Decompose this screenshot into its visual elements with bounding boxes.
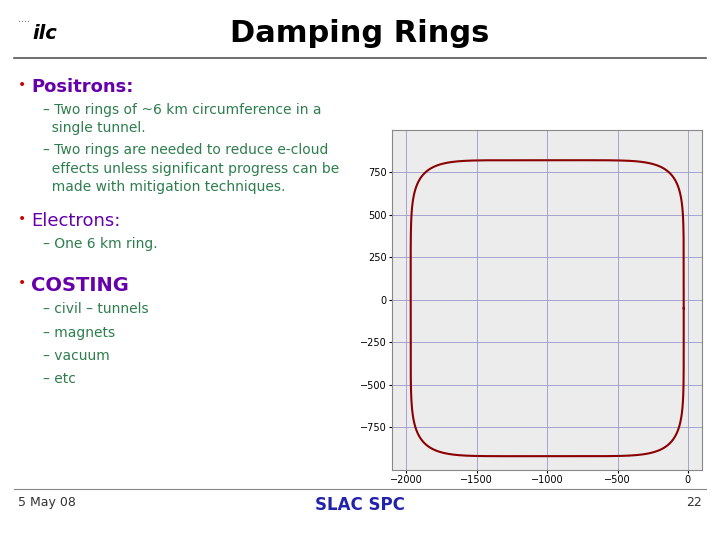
Text: – magnets: – magnets [43,326,115,340]
Text: •: • [18,212,26,226]
Text: – etc: – etc [43,372,76,386]
Text: ....: .... [18,14,30,24]
Text: SLAC SPC: SLAC SPC [315,496,405,514]
Text: Positrons:: Positrons: [31,78,133,96]
Text: 22: 22 [686,496,702,509]
Text: •: • [18,78,26,92]
Text: – One 6 km ring.: – One 6 km ring. [43,237,158,251]
Text: – Two rings of ~6 km circumference in a
  single tunnel.: – Two rings of ~6 km circumference in a … [43,103,322,135]
Text: Electrons:: Electrons: [31,212,120,230]
Text: COSTING: COSTING [31,276,129,295]
Text: – Two rings are needed to reduce e-cloud
  effects unless significant progress c: – Two rings are needed to reduce e-cloud… [43,143,339,194]
Text: ilc: ilc [32,24,57,43]
Text: – vacuum: – vacuum [43,349,110,363]
Text: Damping Rings: Damping Rings [230,19,490,48]
Text: •: • [18,276,26,291]
Text: 5 May 08: 5 May 08 [18,496,76,509]
Text: – civil – tunnels: – civil – tunnels [43,302,149,316]
